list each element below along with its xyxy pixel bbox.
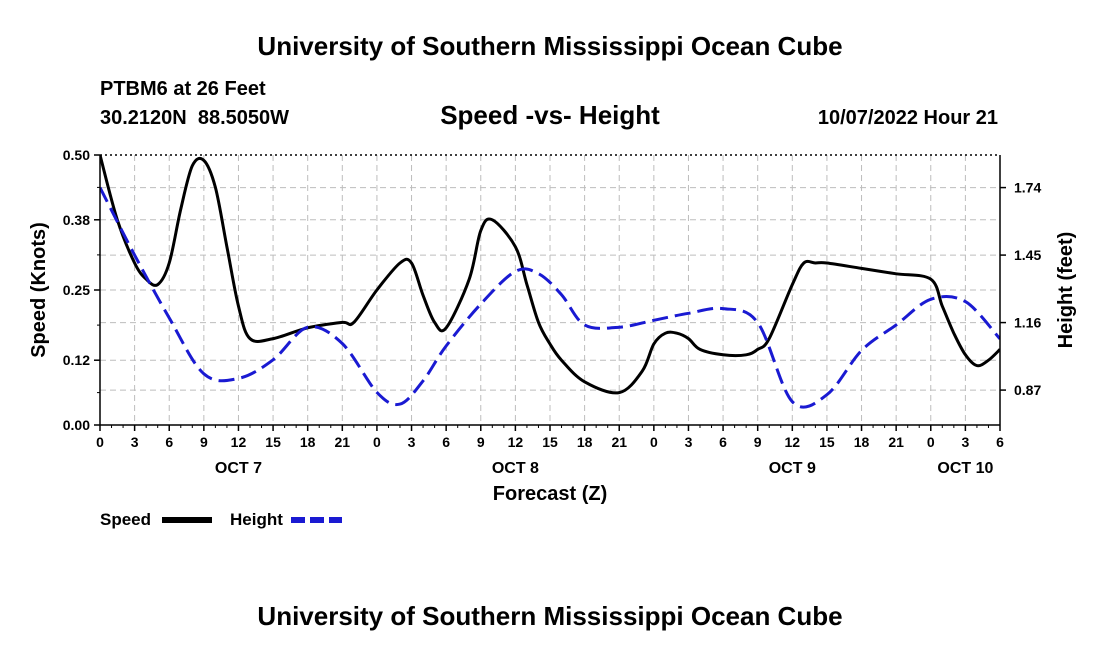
x-day-label: OCT 9 (769, 460, 816, 477)
x-tick-label: 3 (131, 434, 139, 450)
x-tick-label: 0 (927, 434, 935, 450)
y-tick-label: 0.12 (63, 352, 90, 368)
x-day-label: OCT 10 (937, 460, 993, 477)
axes: 0 3 6 9 12 15 18 21 0 3 6 9 12 15 18 21 0 3 6 9 12 15 18 21 0 3 6O… (63, 147, 1042, 477)
x-tick-label: 9 (754, 434, 762, 450)
y2-axis-label: Height (feet) (1055, 232, 1077, 349)
chart-title: University of Southern Mississippi Ocean… (257, 31, 842, 61)
y-axis-label: Speed (Knots) (28, 222, 50, 358)
x-day-label: OCT 7 (215, 460, 262, 477)
x-tick-label: 15 (819, 434, 835, 450)
grid (100, 154, 1000, 425)
datetime-label: 10/07/2022 Hour 21 (818, 107, 998, 129)
x-day-label: OCT 8 (492, 460, 539, 477)
station-label: PTBM6 at 26 Feet (100, 78, 266, 100)
x-tick-label: 3 (408, 434, 416, 450)
y-tick-label: 0.25 (63, 282, 90, 298)
footer-title: University of Southern Mississippi Ocean… (257, 601, 842, 631)
x-tick-label: 12 (785, 434, 801, 450)
y-tick-label: 0.00 (63, 417, 90, 433)
y2-tick-label: 1.74 (1014, 180, 1041, 196)
coordinates-label: 30.2120N 88.5050W (100, 107, 289, 129)
x-tick-label: 21 (611, 434, 627, 450)
series-height-line (100, 186, 1000, 409)
x-tick-label: 18 (577, 434, 593, 450)
x-tick-label: 0 (650, 434, 658, 450)
x-tick-label: 6 (165, 434, 173, 450)
x-tick-label: 18 (854, 434, 870, 450)
y-tick-label: 0.38 (63, 212, 90, 228)
x-tick-label: 0 (96, 434, 104, 450)
legend: Speed Height (100, 510, 342, 529)
x-tick-label: 18 (300, 434, 316, 450)
legend-height-label: Height (230, 510, 283, 529)
x-tick-label: 12 (508, 434, 524, 450)
y2-tick-label: 0.87 (1014, 382, 1041, 398)
x-tick-label: 6 (996, 434, 1004, 450)
chart-subtitle: Speed -vs- Height (440, 100, 660, 130)
x-tick-label: 15 (542, 434, 558, 450)
x-tick-label: 3 (961, 434, 969, 450)
y2-tick-label: 1.45 (1014, 247, 1041, 263)
series-speed-line (100, 154, 1000, 395)
x-axis-label: Forecast (Z) (493, 483, 607, 505)
y-tick-label: 0.50 (63, 147, 90, 163)
x-tick-label: 21 (888, 434, 904, 450)
x-tick-label: 6 (719, 434, 727, 450)
data-series (100, 154, 1000, 409)
legend-speed-label: Speed (100, 510, 151, 529)
x-tick-label: 9 (200, 434, 208, 450)
y2-tick-label: 1.16 (1014, 315, 1041, 331)
x-tick-label: 12 (231, 434, 247, 450)
x-tick-label: 6 (442, 434, 450, 450)
x-tick-label: 0 (373, 434, 381, 450)
x-tick-label: 21 (335, 434, 351, 450)
x-tick-label: 3 (685, 434, 693, 450)
x-tick-label: 9 (477, 434, 485, 450)
x-tick-label: 15 (265, 434, 281, 450)
